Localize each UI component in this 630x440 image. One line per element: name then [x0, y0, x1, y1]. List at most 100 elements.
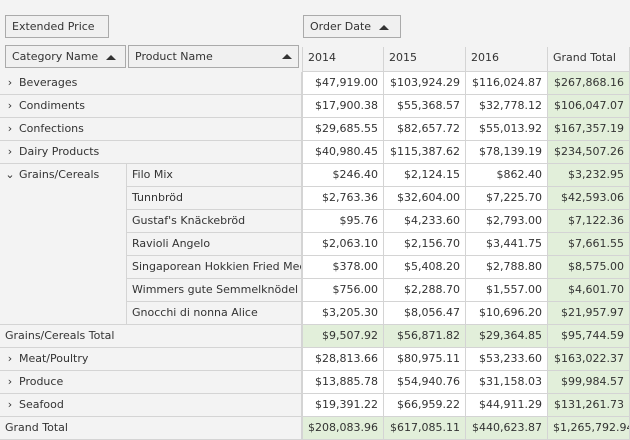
column-header: Grand Total	[548, 47, 630, 72]
value-cell: $862.40	[466, 164, 548, 187]
value-cell-text: $28,813.66	[315, 352, 378, 365]
product-header: Singaporean Hokkien Fried Mee	[127, 256, 302, 279]
value-cell-text: $208,083.96	[308, 421, 378, 434]
value-cell: $3,441.75	[466, 233, 548, 256]
value-cell: $2,788.80	[466, 256, 548, 279]
value-cell: $10,696.20	[466, 302, 548, 325]
value-cell-text: $756.00	[332, 283, 379, 296]
value-cell: $617,085.11	[384, 417, 466, 440]
value-cell-text: $115,387.62	[390, 145, 460, 158]
value-cell-text: $1,265,792.94	[553, 421, 630, 434]
expand-toggle[interactable]: ›	[7, 352, 13, 365]
product-header-text: Wimmers gute Semmelknödel	[132, 283, 299, 296]
expand-toggle[interactable]: ›	[7, 122, 13, 135]
total-row-header: Grains/Cereals Total	[0, 325, 302, 348]
value-cell-text: $5,408.20	[404, 260, 460, 273]
value-cell-text: $9,507.92	[322, 329, 378, 342]
value-cell: $2,124.15	[384, 164, 466, 187]
expand-toggle[interactable]: ⌄	[5, 168, 15, 181]
row-field-button[interactable]: Product Name	[128, 45, 299, 68]
column-header: 2015	[384, 47, 466, 72]
value-cell: $17,900.38	[302, 95, 384, 118]
value-cell: $80,975.11	[384, 348, 466, 371]
value-cell: $2,156.70	[384, 233, 466, 256]
value-cell: $3,232.95	[548, 164, 630, 187]
value-cell-text: $2,288.70	[404, 283, 460, 296]
value-cell: $44,911.29	[466, 394, 548, 417]
expand-toggle[interactable]: ›	[7, 375, 13, 388]
category-header: › Produce	[0, 371, 302, 394]
value-cell: $267,868.16	[548, 72, 630, 95]
value-cell-text: $267,868.16	[554, 76, 624, 89]
product-header-text: Singaporean Hokkien Fried Mee	[132, 260, 302, 273]
value-cell-text: $163,022.37	[554, 352, 624, 365]
value-cell-text: $21,957.97	[561, 306, 624, 319]
value-cell: $167,357.19	[548, 118, 630, 141]
category-header: › Meat/Poultry	[0, 348, 302, 371]
expand-toggle[interactable]: ›	[7, 99, 13, 112]
product-header: Wimmers gute Semmelknödel	[127, 279, 302, 302]
column-header-text: Grand Total	[553, 51, 616, 64]
value-cell: $131,261.73	[548, 394, 630, 417]
value-cell: $78,139.19	[466, 141, 548, 164]
product-header: Tunnbröd	[127, 187, 302, 210]
value-cell: $2,063.10	[302, 233, 384, 256]
value-cell: $32,778.12	[466, 95, 548, 118]
value-cell-text: $131,261.73	[554, 398, 624, 411]
value-cell-text: $7,661.55	[568, 237, 624, 250]
column-header-text: 2014	[308, 51, 336, 64]
expand-toggle[interactable]: ›	[7, 145, 13, 158]
value-cell-text: $31,158.03	[479, 375, 542, 388]
value-cell-text: $42,593.06	[561, 191, 624, 204]
value-cell: $40,980.45	[302, 141, 384, 164]
category-header-text: Grains/Cereals	[19, 168, 100, 181]
expand-toggle[interactable]: ›	[7, 398, 13, 411]
category-header: › Confections	[0, 118, 302, 141]
row-field-button[interactable]: Category Name	[5, 45, 126, 68]
data-field-button[interactable]: Extended Price	[5, 15, 109, 38]
expand-toggle[interactable]: ›	[7, 76, 13, 89]
value-cell: $163,022.37	[548, 348, 630, 371]
value-cell: $440,623.87	[466, 417, 548, 440]
column-field-label: Order Date	[310, 20, 372, 33]
value-cell-text: $378.00	[332, 260, 379, 273]
value-cell-text: $7,122.36	[568, 214, 624, 227]
value-cell-text: $78,139.19	[479, 145, 542, 158]
value-cell: $21,957.97	[548, 302, 630, 325]
value-cell: $246.40	[302, 164, 384, 187]
value-cell-text: $53,233.60	[479, 352, 542, 365]
value-cell-text: $2,156.70	[404, 237, 460, 250]
category-header-text: Seafood	[19, 398, 64, 411]
category-header: ⌄ Grains/Cereals	[0, 164, 127, 325]
value-cell: $106,047.07	[548, 95, 630, 118]
category-header-text: Condiments	[19, 99, 85, 112]
value-cell: $29,685.55	[302, 118, 384, 141]
product-header: Filo Mix	[127, 164, 302, 187]
row-field-label: Category Name	[12, 50, 99, 63]
value-cell: $99,984.57	[548, 371, 630, 394]
value-cell-text: $82,657.72	[397, 122, 460, 135]
value-cell: $1,265,792.94	[548, 417, 630, 440]
value-cell: $4,601.70	[548, 279, 630, 302]
column-field-button[interactable]: Order Date	[303, 15, 401, 38]
product-header-text: Filo Mix	[132, 168, 173, 181]
value-cell-text: $106,047.07	[554, 99, 624, 112]
value-cell-text: $234,507.26	[554, 145, 624, 158]
product-header: Ravioli Angelo	[127, 233, 302, 256]
value-cell-text: $66,959.22	[397, 398, 460, 411]
value-cell: $7,661.55	[548, 233, 630, 256]
value-cell-text: $167,357.19	[554, 122, 624, 135]
category-header-text: Beverages	[19, 76, 78, 89]
value-cell-text: $95,744.59	[561, 329, 624, 342]
value-cell: $103,924.29	[384, 72, 466, 95]
product-header-text: Gustaf's Knäckebröd	[132, 214, 246, 227]
category-header-text: Meat/Poultry	[19, 352, 89, 365]
value-cell: $95,744.59	[548, 325, 630, 348]
value-cell: $208,083.96	[302, 417, 384, 440]
value-cell: $1,557.00	[466, 279, 548, 302]
category-header-text: Dairy Products	[19, 145, 100, 158]
column-header: 2014	[302, 47, 384, 72]
value-cell-text: $246.40	[332, 168, 379, 181]
value-cell-text: $44,911.29	[479, 398, 542, 411]
